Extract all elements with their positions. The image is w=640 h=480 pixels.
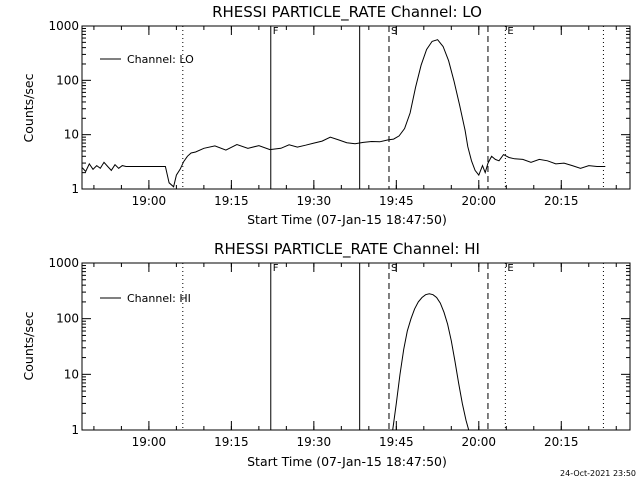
annotation-label: F [273, 263, 279, 274]
y-tick-label: 1000 [48, 19, 79, 33]
x-axis-label: Start Time (07-Jan-15 18:47:50) [247, 212, 447, 227]
plot-layer: 1 10 100 1000 19:00 19:15 19:30 19:45 20:00 20:15… [48, 19, 630, 208]
x-tick-label: 20:15 [544, 435, 579, 449]
y-tick-label: 10 [64, 367, 79, 381]
x-tick-label: 19:45 [379, 194, 414, 208]
x-tick-label: 19:30 [297, 435, 332, 449]
chart-title: RHESSI PARTICLE_RATE Channel: LO [212, 3, 482, 22]
annotation-label: S [391, 26, 397, 37]
series-line [81, 39, 606, 188]
y-tick-label: 1000 [48, 256, 79, 270]
panel-hi: RHESSI PARTICLE_RATE Channel: HI Counts/… [21, 240, 631, 469]
legend: Channel: HI [100, 292, 191, 305]
plot-layer: 1 10 100 1000 19:00 19:15 19:30 19:45 20:00 20:15… [48, 256, 630, 449]
annotation-label: E [507, 26, 513, 37]
x-tick-label: 19:15 [214, 194, 249, 208]
legend-label: Channel: HI [127, 292, 191, 305]
x-tick-label: 19:30 [297, 194, 332, 208]
plot-frame [81, 25, 631, 190]
panel-lo: RHESSI PARTICLE_RATE Channel: LO Counts/… [21, 3, 631, 227]
x-tick-label: 20:15 [544, 194, 579, 208]
annotation-label: F [273, 26, 279, 37]
y-axis-label: Counts/sec [21, 73, 36, 142]
y-tick-label: 100 [56, 73, 79, 87]
y-tick-label: 1 [71, 423, 79, 437]
legend-label: Channel: LO [127, 53, 194, 66]
y-tick-label: 1 [71, 182, 79, 196]
y-tick-label: 10 [64, 128, 79, 142]
legend: Channel: LO [100, 53, 194, 66]
footer-timestamp: 24-Oct-2021 23:50 [560, 469, 636, 478]
annotation-label: S [391, 263, 397, 274]
x-tick-label: 20:00 [461, 194, 496, 208]
y-axis-label: Counts/sec [21, 311, 36, 380]
plot-frame [81, 262, 631, 431]
x-axis-label: Start Time (07-Jan-15 18:47:50) [247, 454, 447, 469]
x-tick-label: 19:00 [132, 194, 167, 208]
x-tick-label: 19:00 [132, 435, 167, 449]
annotation-label: E [507, 263, 513, 274]
series-line [392, 293, 470, 431]
chart-title: RHESSI PARTICLE_RATE Channel: HI [214, 240, 480, 259]
y-tick-label: 100 [56, 312, 79, 326]
x-tick-label: 19:15 [214, 435, 249, 449]
x-tick-label: 20:00 [461, 435, 496, 449]
x-tick-label: 19:45 [379, 435, 414, 449]
